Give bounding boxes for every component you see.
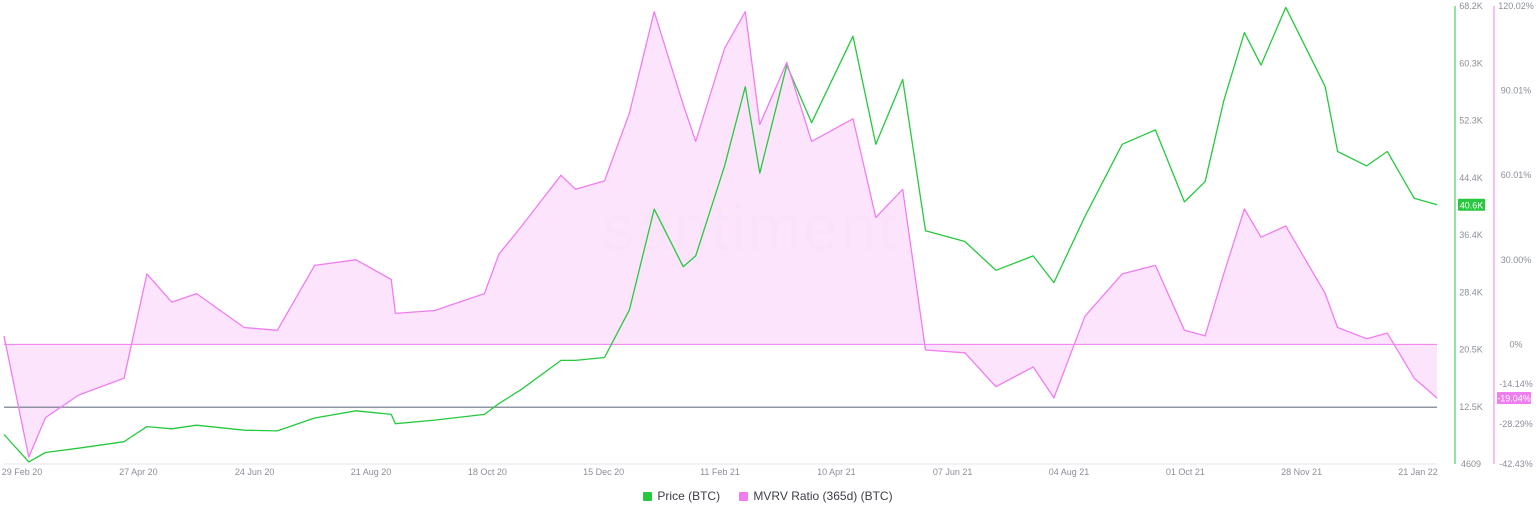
x-tick-label: 24 Jun 20 <box>235 467 275 477</box>
mvrv-line <box>3 11 1438 458</box>
reference-lines <box>4 343 1437 408</box>
x-tick-label: 15 Dec 20 <box>583 467 624 477</box>
price-line <box>3 6 1438 463</box>
value-badges: 40.6K -19.04% <box>1458 198 1531 405</box>
price-axis-ticks: 68.2K 60.3K 52.3K 44.4K 36.4K 28.4K 20.5K 12.5K… <box>1459 1 1483 469</box>
legend-label-price: Price (BTC) <box>657 489 721 503</box>
mvrv-tick-label: 60.01% <box>1501 170 1532 180</box>
price-tick-label: 12.5K <box>1459 402 1483 412</box>
mvrv-tick-label: 0% <box>1509 339 1522 349</box>
price-badge-text: 40.6K <box>1460 200 1484 210</box>
mvrv-series <box>3 11 1438 458</box>
mvrv-tick-label: -42.43% <box>1499 459 1533 469</box>
mvrv-area <box>4 11 1437 458</box>
price-tick-label: 52.3K <box>1459 116 1483 126</box>
price-badge-bg <box>1458 198 1485 211</box>
price-tick-label: 44.4K <box>1459 173 1483 183</box>
mvrv-area-fill <box>4 11 1437 458</box>
mvrv-tick-label: 30.00% <box>1501 255 1532 265</box>
legend-swatch-price <box>643 491 653 501</box>
mvrv-axis-ticks: 120.02% 90.01% 60.01% 30.00% 0% -14.14% -28.29… <box>1498 1 1534 469</box>
price-tick-label: 60.3K <box>1459 58 1483 68</box>
legend-swatch-mvrv <box>739 491 749 501</box>
price-tick-label: 68.2K <box>1459 1 1483 11</box>
legend-item-mvrv[interactable]: MVRV Ratio (365d) (BTC) <box>739 489 893 503</box>
x-tick-label: 29 Feb 20 <box>2 467 43 477</box>
x-tick-label: 21 Jan 22 <box>1398 467 1438 477</box>
price-tick-label: 36.4K <box>1459 230 1483 240</box>
x-tick-label: 27 Apr 20 <box>119 467 158 477</box>
x-tick-label: 04 Aug 21 <box>1049 467 1090 477</box>
x-tick-label: 21 Aug 20 <box>351 467 392 477</box>
mvrv-badge-bg <box>1497 392 1531 405</box>
x-tick-label: 07 Jun 21 <box>933 467 973 477</box>
price-tick-label: 4609 <box>1461 459 1481 469</box>
price-tick-label: 28.4K <box>1459 287 1483 297</box>
mvrv-badge-text: -19.04% <box>1497 394 1531 404</box>
legend-item-price[interactable]: Price (BTC) <box>643 489 720 503</box>
x-tick-label: 01 Oct 21 <box>1166 467 1205 477</box>
legend-label-mvrv: MVRV Ratio (365d) (BTC) <box>753 489 893 503</box>
legend: Price (BTC) MVRV Ratio (365d) (BTC) <box>0 489 1536 504</box>
x-axis-ticks: 29 Feb 20 27 Apr 20 24 Jun 20 21 Aug 20 18 O… <box>2 467 1438 477</box>
x-tick-label: 28 Nov 21 <box>1281 467 1322 477</box>
axes <box>4 6 1495 465</box>
price-series <box>3 6 1438 463</box>
x-tick-label: 10 Apr 21 <box>817 467 856 477</box>
mvrv-tick-label: 120.02% <box>1498 1 1534 11</box>
x-tick-label: 18 Oct 20 <box>468 467 507 477</box>
price-tick-label: 20.5K <box>1459 345 1483 355</box>
mvrv-tick-label: -28.29% <box>1499 419 1533 429</box>
x-tick-label: 11 Feb 21 <box>700 467 740 477</box>
mvrv-tick-label: 90.01% <box>1501 86 1532 96</box>
mvrv-tick-label: -14.14% <box>1499 379 1533 389</box>
